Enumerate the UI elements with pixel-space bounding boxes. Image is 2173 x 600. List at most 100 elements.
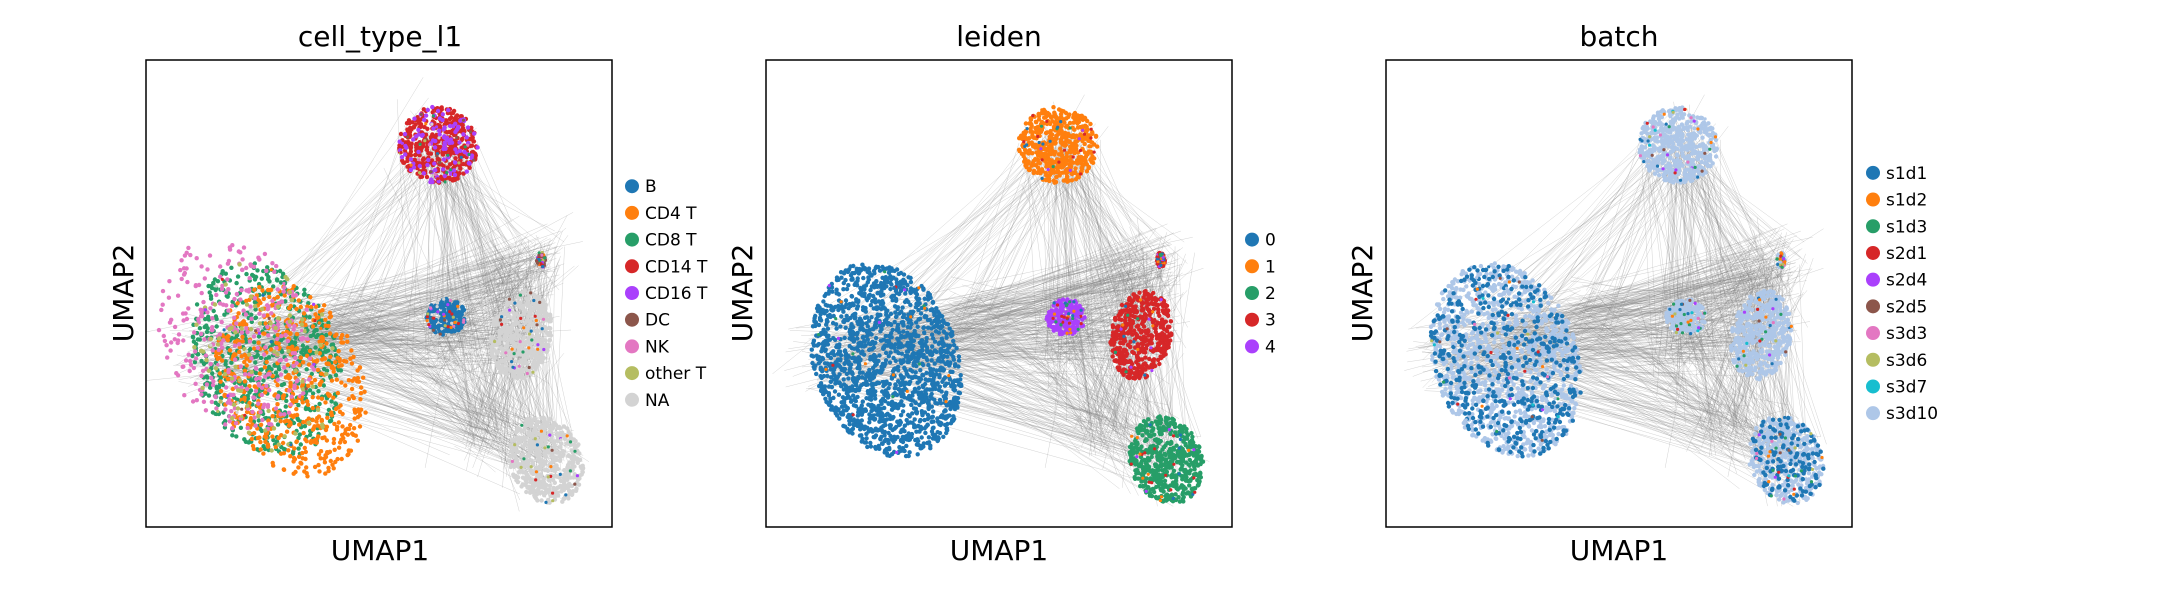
cell-point (461, 132, 466, 137)
cell-point (324, 361, 329, 366)
cell-point (449, 325, 453, 330)
cell-point (334, 427, 340, 432)
cell-point (542, 493, 547, 498)
neighbor-edge (271, 353, 536, 377)
cell-point (260, 417, 265, 423)
cell-point (457, 161, 461, 165)
neighbor-edge (412, 130, 535, 274)
cell-point (178, 267, 183, 273)
cell-point (185, 279, 190, 285)
cell-point (272, 269, 277, 274)
cell-point (434, 134, 439, 139)
neighbor-edge (893, 147, 1056, 332)
cell-point (514, 311, 519, 317)
cell-point (223, 362, 228, 367)
cell-point (568, 469, 573, 473)
cell-point (194, 398, 199, 403)
neighbor-edge (351, 298, 433, 365)
cell-point (532, 365, 538, 370)
neighbor-edge (232, 282, 511, 374)
cell-point (263, 439, 268, 444)
cell-point (193, 283, 199, 288)
neighbor-edge (349, 301, 532, 440)
neighbor-edge (472, 302, 495, 308)
cell-point (319, 396, 325, 401)
cell-point (175, 293, 181, 298)
cell-point (235, 301, 240, 306)
legend-marker (625, 339, 639, 354)
cell-point (335, 390, 341, 396)
cell-point (206, 393, 212, 398)
cell-point (272, 393, 277, 398)
cell-point (451, 315, 455, 319)
cell-point (291, 327, 296, 332)
cell-point (182, 253, 188, 258)
cell-point (197, 337, 202, 342)
neighbor-edge (410, 171, 421, 385)
cell-point (223, 271, 228, 276)
cell-point (256, 255, 261, 260)
neighbor-edge (448, 162, 486, 431)
cell-point (239, 288, 244, 293)
cell-point (233, 364, 238, 370)
cell-point (221, 338, 226, 343)
cell-point (277, 358, 282, 363)
cell-point (236, 401, 240, 405)
cell-point (274, 263, 279, 269)
cell-point (329, 365, 334, 370)
cell-point (242, 383, 248, 388)
neighbor-edge (215, 149, 426, 345)
cell-point (442, 173, 447, 179)
cell-point (542, 425, 547, 430)
cell-point (279, 338, 284, 343)
neighbor-edge (208, 316, 490, 418)
neighbor-edge (333, 242, 556, 315)
cell-point (257, 376, 262, 381)
cell-point (430, 122, 434, 126)
legend-item: CD16 T (625, 284, 708, 304)
cell-point (445, 135, 449, 140)
neighbor-edge (354, 303, 434, 339)
cell-point (346, 378, 352, 383)
cell-point (210, 316, 215, 321)
cell-point (282, 285, 287, 290)
cell-point (262, 251, 268, 257)
cell-point (258, 355, 264, 361)
neighbor-edge (270, 341, 443, 370)
cell-point (235, 338, 240, 343)
cell-point (534, 318, 538, 323)
cell-point (534, 470, 539, 474)
neighbor-edge (442, 369, 476, 412)
cell-point (196, 282, 202, 288)
cell-point (184, 316, 190, 322)
cell-point (317, 321, 321, 325)
neighbor-edge (827, 356, 1110, 387)
cell-point (526, 338, 531, 344)
cell-point (251, 273, 256, 279)
neighbor-edge (439, 145, 475, 447)
neighbor-edge (331, 329, 495, 449)
cell-point (259, 367, 264, 372)
neighbor-edge (307, 322, 454, 335)
cell-point (221, 302, 226, 307)
cell-point (286, 367, 290, 371)
neighbor-edge (979, 312, 1112, 451)
neighbor-edge (225, 291, 509, 348)
cell-point (411, 124, 417, 129)
cell-point (246, 430, 252, 435)
neighbor-edge (332, 296, 431, 340)
cell-point (304, 307, 309, 312)
cell-point (240, 414, 244, 419)
neighbor-edge (473, 426, 548, 444)
cell-point (298, 304, 303, 310)
neighbor-edge (324, 247, 557, 312)
cell-point (305, 336, 310, 342)
legend-marker (625, 366, 639, 381)
cell-point (574, 456, 579, 461)
cell-point (303, 456, 308, 462)
neighbor-edge (278, 353, 546, 434)
cell-point (458, 148, 463, 153)
neighbor-edge (546, 249, 548, 471)
cell-point (320, 338, 326, 343)
neighbor-edge (438, 160, 507, 305)
